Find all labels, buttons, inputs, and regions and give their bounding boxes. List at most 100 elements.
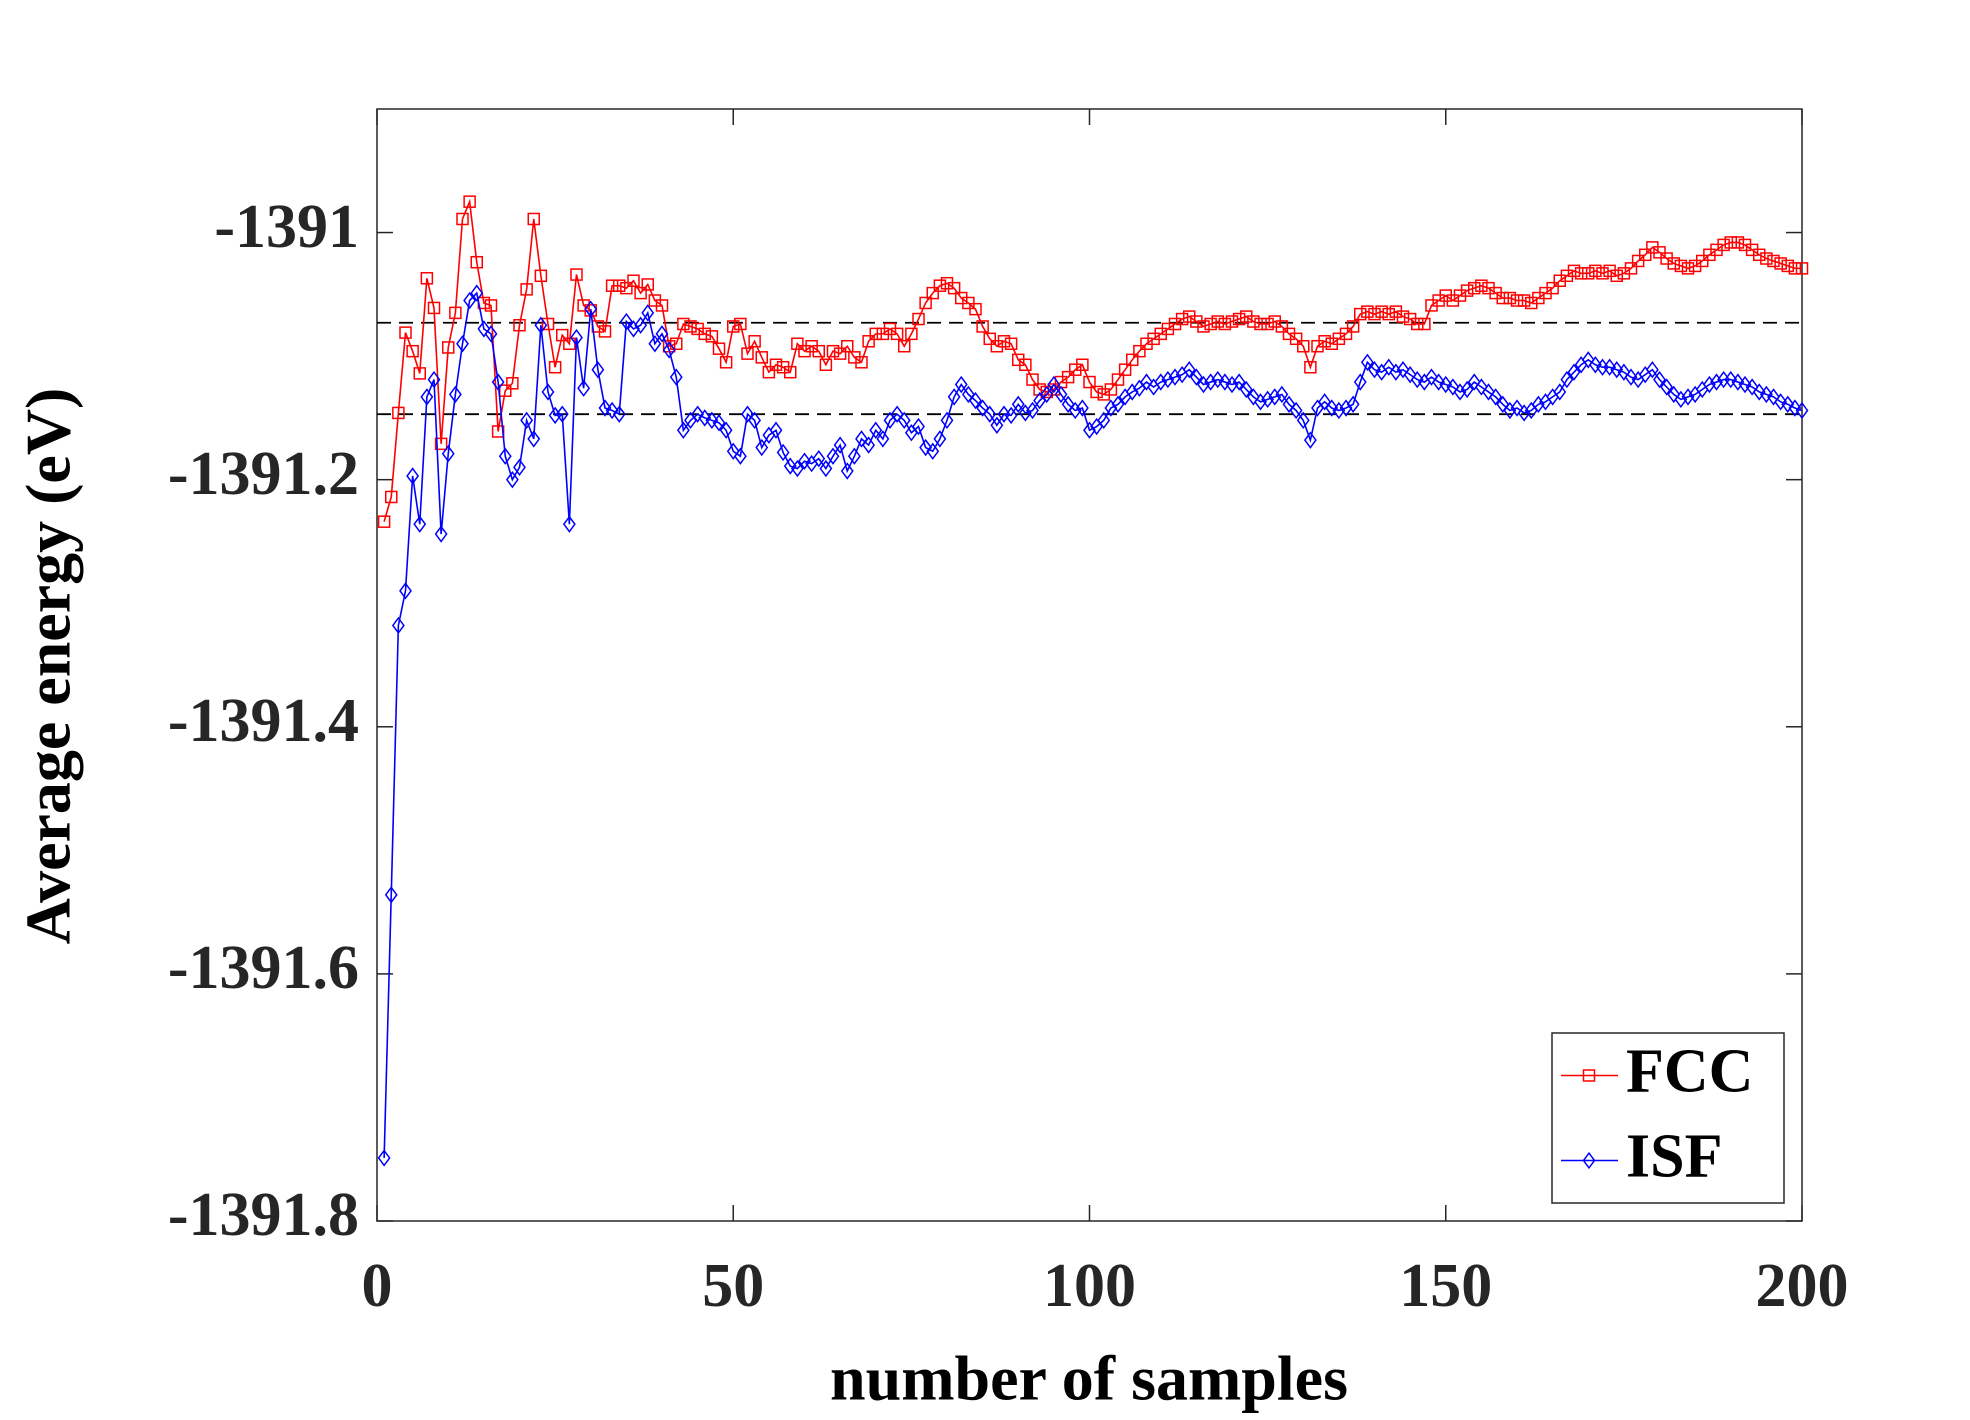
marker — [1418, 317, 1431, 331]
marker — [826, 344, 840, 358]
marker — [741, 405, 754, 423]
marker — [613, 279, 626, 292]
marker — [1567, 363, 1581, 381]
marker — [1204, 317, 1217, 331]
marker — [1788, 399, 1802, 417]
marker — [669, 368, 683, 386]
marker — [1396, 310, 1410, 323]
marker — [463, 195, 476, 208]
marker — [420, 388, 434, 406]
marker — [399, 326, 412, 339]
marker — [619, 312, 633, 331]
marker — [1639, 248, 1652, 262]
marker — [1653, 370, 1666, 389]
marker — [954, 375, 968, 394]
marker — [527, 430, 541, 448]
marker — [1774, 257, 1787, 270]
marker — [790, 459, 804, 478]
marker — [391, 616, 405, 635]
x-tick-label: 0 — [362, 1252, 393, 1320]
marker — [791, 337, 804, 351]
marker — [577, 379, 591, 397]
marker — [1168, 368, 1182, 386]
marker — [983, 405, 997, 423]
marker — [392, 406, 405, 420]
marker — [570, 268, 583, 281]
marker — [1567, 264, 1581, 278]
marker — [1004, 406, 1018, 425]
marker — [1752, 383, 1766, 401]
marker — [1702, 375, 1716, 394]
marker — [1218, 373, 1232, 391]
marker — [1510, 399, 1524, 417]
marker — [498, 447, 512, 465]
marker — [976, 399, 990, 417]
marker — [520, 283, 533, 296]
marker — [847, 447, 861, 465]
marker — [719, 356, 733, 369]
marker — [1617, 363, 1631, 381]
marker — [833, 436, 847, 454]
y-tick-label: -1391.4 — [168, 687, 359, 755]
marker — [1531, 395, 1545, 413]
y-tick-label: -1391.8 — [168, 1181, 359, 1249]
marker — [1111, 373, 1125, 386]
marker — [1610, 361, 1624, 379]
marker — [912, 312, 925, 326]
marker — [1360, 353, 1374, 371]
marker — [1774, 393, 1788, 411]
marker — [1346, 320, 1360, 333]
marker — [1161, 370, 1175, 389]
marker — [741, 347, 754, 360]
marker — [1104, 383, 1118, 396]
marker — [1026, 401, 1039, 420]
marker — [1681, 388, 1695, 406]
marker — [719, 421, 733, 439]
marker — [655, 325, 669, 343]
marker — [705, 411, 719, 430]
marker — [413, 515, 427, 533]
x-axis-label: number of samples — [830, 1343, 1348, 1414]
marker — [812, 344, 825, 358]
marker — [1496, 395, 1510, 413]
marker — [1767, 254, 1780, 268]
marker — [442, 341, 455, 354]
marker — [1140, 373, 1153, 391]
marker — [449, 306, 462, 320]
marker — [1018, 404, 1032, 422]
marker — [1068, 401, 1082, 420]
marker — [933, 430, 947, 448]
marker — [441, 445, 455, 463]
marker — [762, 365, 776, 379]
marker — [1118, 363, 1132, 376]
y-tick-label: -1391 — [214, 193, 359, 261]
marker — [1503, 401, 1517, 420]
marker — [947, 281, 961, 295]
marker — [1239, 380, 1253, 399]
marker — [1232, 312, 1246, 326]
marker — [1225, 375, 1239, 394]
marker — [1710, 373, 1723, 391]
legend-label: ISF — [1626, 1123, 1722, 1191]
marker — [555, 405, 569, 423]
marker — [1795, 262, 1809, 275]
marker — [556, 328, 569, 342]
marker — [1019, 358, 1032, 372]
marker — [1453, 383, 1467, 401]
marker — [605, 401, 619, 420]
marker — [1396, 361, 1410, 379]
marker — [841, 339, 854, 353]
marker — [1296, 411, 1310, 430]
marker — [919, 296, 932, 310]
marker — [1047, 375, 1061, 394]
marker — [1275, 385, 1289, 404]
marker — [1560, 370, 1574, 389]
marker — [1197, 375, 1210, 394]
marker — [1232, 373, 1246, 391]
marker — [990, 416, 1004, 434]
marker — [1261, 390, 1275, 409]
marker — [1589, 264, 1602, 278]
marker — [662, 341, 676, 359]
marker — [1489, 388, 1503, 406]
marker — [1154, 373, 1168, 391]
